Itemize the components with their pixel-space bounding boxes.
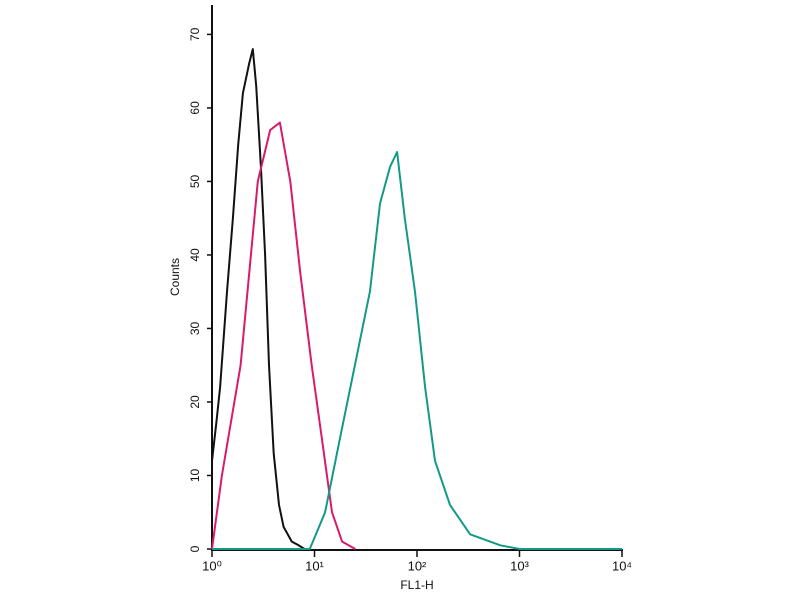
y-tick-label: 50 bbox=[188, 174, 202, 188]
histogram-line bbox=[212, 151, 622, 550]
y-tick-label: 30 bbox=[188, 321, 202, 335]
y-tick-label: 10 bbox=[188, 468, 202, 482]
y-tick-label: 60 bbox=[188, 101, 202, 115]
x-tick-label: 10⁴ bbox=[612, 558, 632, 573]
y-tick-label: 40 bbox=[188, 248, 202, 262]
x-tick-label: 10² bbox=[408, 558, 427, 573]
y-tick-label: 0 bbox=[188, 545, 202, 552]
y-tick-label: 70 bbox=[188, 27, 202, 41]
x-tick-label: 10³ bbox=[510, 558, 529, 573]
histogram-line bbox=[211, 121, 356, 550]
x-tick-label: 10¹ bbox=[305, 558, 324, 573]
histogram-line bbox=[211, 48, 306, 550]
x-tick-label: 10⁰ bbox=[202, 558, 222, 573]
y-tick-label: 20 bbox=[188, 395, 202, 409]
y-axis-label: Counts bbox=[168, 258, 182, 296]
x-axis-label: FL1-H bbox=[400, 578, 433, 592]
